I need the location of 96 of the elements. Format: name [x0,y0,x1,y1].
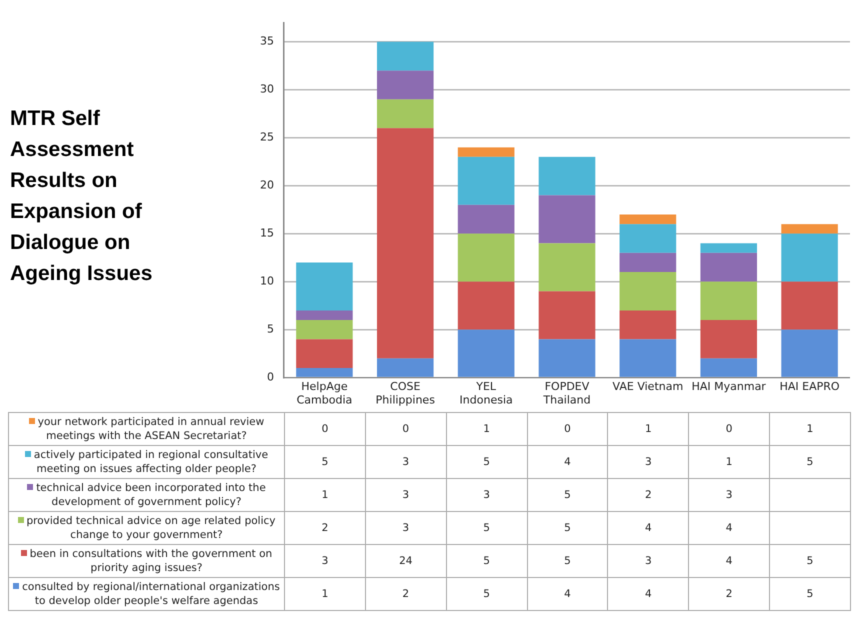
legend-label: been in consultations with the government on priority aging issues? [8,544,284,578]
bar [620,252,676,272]
data-label: 5 [446,578,528,610]
y-tick-label: 10 [260,274,274,288]
bar [296,310,353,320]
data-label: 3 [365,478,446,512]
data-label: 5 [770,446,850,478]
legend-label: provided technical advice on age related policy change to your government? [8,512,284,544]
bar [458,234,514,282]
bar [538,339,596,377]
y-tick-label: 20 [260,178,274,192]
x-tick-label: HAI Myanmar [692,380,766,394]
bar [781,330,838,377]
data-label: 4 [527,446,608,478]
data-label: 3 [365,446,446,478]
data-label: 1 [284,478,366,512]
legend-label: consulted by regional/international organizations to develop older people's welfare agendas [8,578,284,610]
bar [700,358,758,377]
bar [376,99,434,128]
text: MTR Self Assessment Results on Expansion of Dialogue on Ageing Issues [10,106,154,287]
bar [700,282,758,320]
data-label: 1 [446,412,528,446]
bar [620,214,676,224]
x-tick-label: VAE Vietnam [612,380,684,394]
bar [538,156,596,196]
data-label: 5 [527,544,608,578]
data-label: 2 [688,578,770,610]
bar [781,234,838,282]
data-label: 5 [527,478,608,512]
bar [296,320,353,340]
y-tick-label: 35 [260,34,274,48]
data-label: 5 [446,512,528,544]
bar [376,42,434,71]
bar [700,320,758,358]
bar [538,243,596,292]
data-label: 5 [770,578,850,610]
data-label: 3 [608,544,689,578]
bar [620,339,676,377]
data-label: 4 [608,512,689,544]
legend-label: your network participated in annual review meetings with the ASEAN Secretariat? [8,412,284,446]
bar [458,330,514,377]
legend-label: technical advice been incorporated into the development of government policy? [8,478,284,512]
data-label: 1 [688,446,770,478]
y-tick-label: 15 [260,226,274,240]
data-label: 1 [770,412,850,446]
bar [781,282,838,330]
data-label: 0 [365,412,446,446]
data-label: 3 [365,512,446,544]
bar [620,224,676,253]
bar [458,156,514,205]
bar [296,368,353,377]
data-label: 24 [365,544,446,578]
y-tick-label: 30 [260,82,274,96]
bar [458,147,514,157]
data-label: 2 [608,478,689,512]
bar [700,243,758,253]
bar [296,262,353,310]
data-label: 5 [770,544,850,578]
data-label: 4 [688,512,770,544]
y-tick-label: 0 [266,370,274,384]
data-label: 4 [688,544,770,578]
bar [620,310,676,340]
data-label: 4 [527,578,608,610]
bar [620,272,676,310]
y-tick-label: 25 [260,130,274,144]
data-label: 5 [527,512,608,544]
x-tick-label: FOPDEV Thailand [542,380,591,406]
data-label: 3 [284,544,366,578]
data-label: 5 [446,446,528,478]
x-tick-label: COSE Philippines [376,380,436,406]
bar [458,204,514,234]
data-label: 3 [688,478,770,512]
data-label: 2 [365,578,446,610]
bar [781,224,838,234]
data-label: 2 [284,512,366,544]
bar [376,358,434,377]
x-tick-label: HelpAge Cambodia [296,380,352,406]
bar [376,128,434,358]
data-label: 3 [608,446,689,478]
bar [538,195,596,244]
bar [376,70,434,100]
data-label: 5 [446,544,528,578]
x-tick-label: HAI EAPRO [780,380,840,394]
legend-label: actively participated in regional consultative meeting on issues affecting older people? [8,446,284,478]
bar [538,291,596,340]
data-label: 1 [284,578,366,610]
bar [296,339,353,368]
bar [458,282,514,330]
x-tick-label: YEL Indonesia [460,380,513,406]
data-label: 4 [608,578,689,610]
data-label: 0 [688,412,770,446]
bar [700,252,758,282]
data-label: 0 [527,412,608,446]
y-tick-label: 5 [266,322,274,336]
data-label: 1 [608,412,689,446]
data-label: 3 [446,478,528,512]
